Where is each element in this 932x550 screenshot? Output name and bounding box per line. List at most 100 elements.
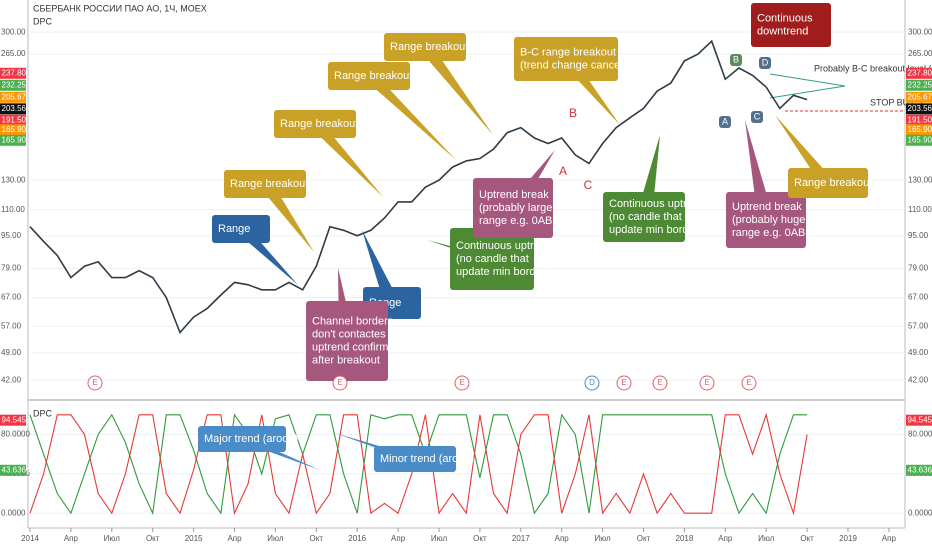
y-tick-label: 110.00 xyxy=(908,205,932,214)
x-tick-label: 2018 xyxy=(676,534,694,543)
letter-box xyxy=(730,54,742,66)
x-tick-label: Апр xyxy=(718,534,733,543)
annotation-box xyxy=(198,426,286,452)
price-label: 191.50 xyxy=(2,115,27,124)
x-tick-label: Апр xyxy=(882,534,897,543)
price-label-box xyxy=(0,414,26,426)
y-tick-label: 42.00 xyxy=(1,375,22,384)
annotation-box xyxy=(788,168,868,198)
y-tick-label: 42.00 xyxy=(908,375,929,384)
buy-level-label: Probably B-C breakout level (BUY) xyxy=(814,63,932,73)
price-label-box xyxy=(0,79,26,91)
event-marker xyxy=(332,375,348,391)
annotation-text: (probably huge xyxy=(732,214,805,226)
annotation-text: range e.g. 0ABC) xyxy=(732,227,817,239)
price-label: 203.56 xyxy=(908,104,932,113)
letter: C xyxy=(754,111,761,121)
x-tick-label: Окт xyxy=(637,534,651,543)
annotation-text: Channel borders xyxy=(312,315,394,327)
x-tick-label: 2019 xyxy=(839,534,857,543)
x-tick-label: 2017 xyxy=(512,534,530,543)
x-tick-label: Июл xyxy=(104,534,121,543)
letter: C xyxy=(584,178,593,192)
y-tick-label: 130.00 xyxy=(1,175,26,184)
price-label-box xyxy=(0,464,26,476)
annotation-text: Range breakout xyxy=(390,41,468,53)
price-label: 232.25 xyxy=(908,80,932,89)
stop-level-label: STOP BUY'S xyxy=(870,97,923,107)
annotation-text: Minor trend (aroon) xyxy=(380,453,474,465)
annotation-text: Continuous xyxy=(757,12,813,24)
annotation-box xyxy=(328,62,410,90)
letter: B xyxy=(569,106,577,120)
price-label: 191.50 xyxy=(908,115,932,124)
price-label-box xyxy=(906,464,932,476)
annotation-box xyxy=(306,301,388,381)
price-label-box xyxy=(906,91,932,103)
annotation-pointer xyxy=(307,124,383,197)
annotation-text: don't contactes - xyxy=(312,328,393,340)
y-tick-label: 95.00 xyxy=(908,231,929,240)
annotation-text: range e.g. 0ABC) xyxy=(479,215,564,227)
annotation-text: (probably large xyxy=(479,202,552,214)
annotation-text: Continuous uptrend xyxy=(609,198,705,210)
indicator-label: DPC xyxy=(33,16,53,26)
x-tick-label: Апр xyxy=(555,534,570,543)
event-label: E xyxy=(92,378,97,387)
event-label: E xyxy=(337,378,342,387)
price-label-box xyxy=(906,114,932,126)
price-label-box xyxy=(0,91,26,103)
price-label-box xyxy=(0,134,26,146)
annotation-box xyxy=(514,37,618,81)
x-tick-label: Апр xyxy=(391,534,406,543)
annotation-text: Range breakout xyxy=(794,177,872,189)
price-label: 205.67 xyxy=(2,92,27,101)
price-label: 165.90 xyxy=(908,135,932,144)
annotation-text: (no candle that xyxy=(609,211,682,223)
y-tick-label: 49.00 xyxy=(1,348,22,357)
x-tick-label: 2015 xyxy=(185,534,203,543)
annotation-text: after breakout xyxy=(312,354,380,366)
price-label: 203.56 xyxy=(2,104,27,113)
y-tick-label: 57.00 xyxy=(908,321,929,330)
annotation-pointer xyxy=(417,47,493,135)
annotation-text: Range xyxy=(218,223,250,235)
price-label: 237.80 xyxy=(908,68,932,77)
chart-title: СБЕРБАНК РОССИИ ПАО АО, 1Ч, MOEX xyxy=(33,3,207,13)
x-tick-label: 2016 xyxy=(348,534,366,543)
y-tick-label: 0.0000 xyxy=(908,508,932,517)
letter-box xyxy=(719,116,731,128)
letter: B xyxy=(733,54,739,64)
price-label: 43.6364 xyxy=(2,465,31,474)
event-marker xyxy=(699,375,715,391)
annotation-box xyxy=(450,228,534,290)
y-tick-label: 300.00 xyxy=(908,27,932,36)
price-label: 165.90 xyxy=(908,125,932,134)
y-tick-label: 67.00 xyxy=(908,293,929,302)
annotation-text: B-C range breakout xyxy=(520,46,616,58)
price-label-box xyxy=(0,103,26,115)
annotation-box xyxy=(751,3,831,47)
x-tick-label: Июл xyxy=(267,534,284,543)
annotation-box xyxy=(212,215,270,243)
y-tick-label: 265.00 xyxy=(1,49,26,58)
price-label-box xyxy=(0,67,26,79)
annotation-text: downtrend xyxy=(757,25,808,37)
y-tick-label: 79.00 xyxy=(908,264,929,273)
price-label-box xyxy=(906,134,932,146)
x-tick-label: Окт xyxy=(473,534,487,543)
x-tick-label: Апр xyxy=(227,534,242,543)
letter: A xyxy=(559,164,567,178)
annotation-text: update min border) xyxy=(609,224,702,236)
x-tick-label: Июл xyxy=(594,534,611,543)
price-label: 43.6364 xyxy=(908,465,932,474)
price-label-box xyxy=(906,79,932,91)
event-marker xyxy=(741,375,757,391)
event-label: E xyxy=(459,378,464,387)
event-label: E xyxy=(704,378,709,387)
annotation-text: Uptrend break xyxy=(732,201,802,213)
event-marker xyxy=(616,375,632,391)
annotation-box xyxy=(726,192,806,248)
event-label: E xyxy=(746,378,751,387)
y-tick-label: 80.0000 xyxy=(1,430,30,439)
